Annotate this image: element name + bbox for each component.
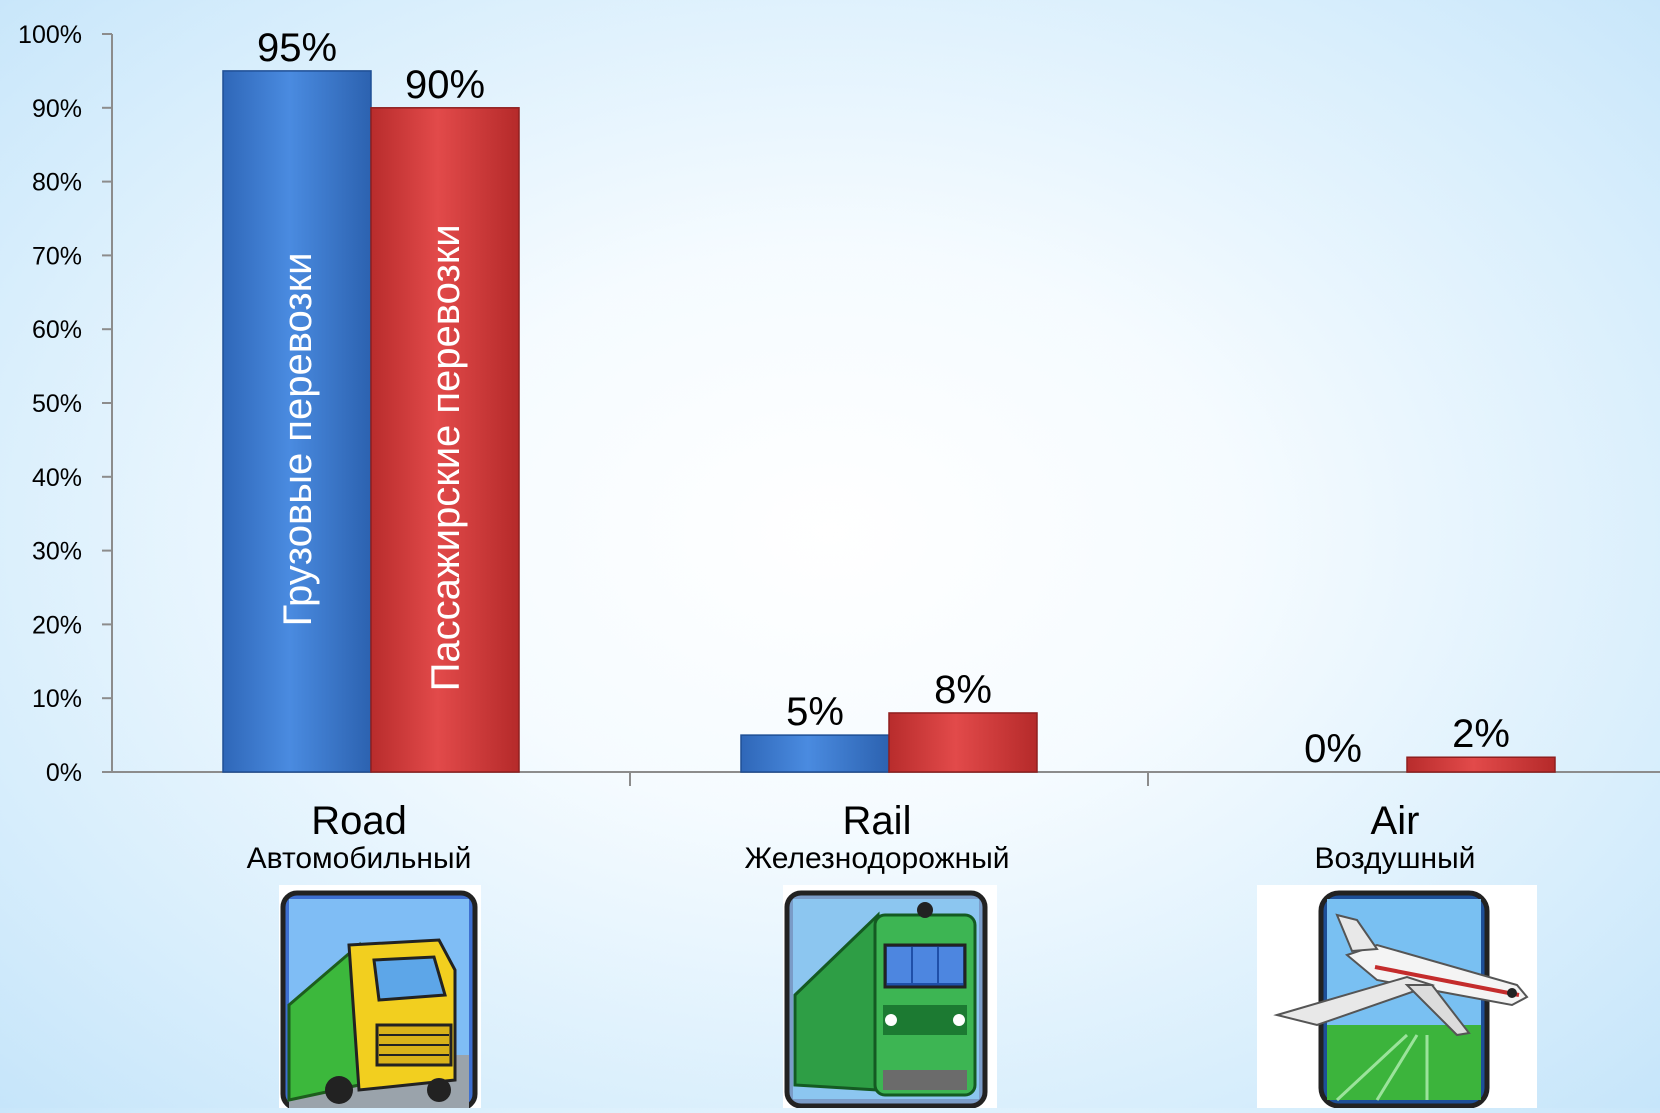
y-tick-label: 30% [32, 538, 82, 566]
y-tick-label: 20% [32, 611, 82, 639]
train-icon [783, 885, 997, 1109]
bar-road-passenger [370, 107, 520, 773]
y-tick-label: 40% [32, 464, 82, 492]
category-subtitle: Воздушный [1315, 842, 1476, 875]
y-tick-label: 80% [32, 169, 82, 197]
chart-bars [222, 70, 1556, 773]
category-label: Road [311, 799, 407, 843]
y-tick-label: 10% [32, 685, 82, 713]
value-label: 5% [786, 690, 844, 734]
y-tick-label: 100% [18, 21, 82, 49]
y-tick-label: 60% [32, 316, 82, 344]
bar-air-passenger [1406, 756, 1556, 773]
value-label: 2% [1452, 712, 1510, 756]
bar-road-cargo [222, 70, 372, 773]
category-subtitle: Автомобильный [247, 842, 472, 875]
series-name-label: Грузовые перевозки [276, 253, 320, 627]
value-label: 95% [257, 26, 337, 70]
chart-axes: 0% 10% 20% 30% 40% 50% 60% 70% 80% 90% 100% [18, 21, 1660, 787]
y-tick-label: 70% [32, 242, 82, 270]
category-subtitle: Железнодорожный [744, 842, 1009, 875]
series-name-label: Пассажирские перевозки [424, 224, 468, 691]
y-tick-label: 90% [32, 95, 82, 123]
value-label: 90% [405, 63, 485, 107]
value-label: 0% [1304, 727, 1362, 771]
category-label: Air [1371, 799, 1420, 843]
y-tick-label: 50% [32, 390, 82, 418]
airplane-icon [1257, 885, 1537, 1109]
y-tick-label: 0% [46, 759, 82, 787]
truck-icon [279, 885, 481, 1111]
value-label: 8% [934, 668, 992, 712]
category-label: Rail [843, 799, 912, 843]
bar-rail-passenger [888, 712, 1038, 773]
bar-rail-cargo [740, 734, 890, 773]
